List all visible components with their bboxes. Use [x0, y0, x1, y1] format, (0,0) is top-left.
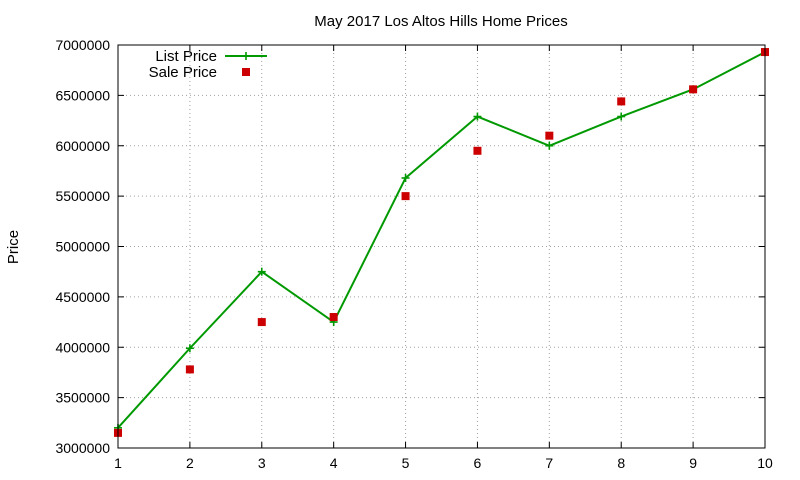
axis-ticks: 3000000 3500000 4000000 4500000 5000000 55000… — [55, 37, 773, 471]
list-price-point — [545, 141, 554, 150]
list-price-line — [117, 51, 766, 429]
legend-swatch-sale-price — [242, 68, 250, 76]
x-tick-label: 6 — [474, 455, 482, 471]
y-tick-label: 6500000 — [55, 87, 110, 103]
list-price-point — [617, 112, 626, 121]
y-tick-label: 3000000 — [55, 440, 110, 456]
sale-price-point — [401, 192, 410, 201]
x-tick-label: 5 — [402, 455, 410, 471]
list-price-point — [401, 173, 410, 182]
legend-label-list-price: List Price — [155, 48, 217, 65]
x-tick-label: 10 — [757, 455, 773, 471]
grid-lines — [118, 45, 765, 448]
x-tick-label: 4 — [330, 455, 338, 471]
y-tick-label: 5000000 — [55, 239, 110, 255]
sale-price-point — [473, 146, 482, 155]
list-price-point — [185, 344, 194, 353]
sale-price-point — [185, 365, 194, 374]
x-tick-label: 1 — [114, 455, 122, 471]
x-tick-label: 3 — [258, 455, 266, 471]
y-tick-label: 3500000 — [55, 390, 110, 406]
y-tick-label: 5500000 — [55, 188, 110, 204]
list-price-point — [473, 112, 482, 121]
plot-frame — [117, 44, 766, 449]
list-price-point — [257, 267, 266, 276]
plot-area — [114, 48, 769, 437]
y-tick-label: 6000000 — [55, 138, 110, 154]
sale-price-point — [617, 97, 626, 106]
y-tick-label: 4500000 — [55, 289, 110, 305]
x-tick-label: 7 — [545, 455, 553, 471]
y-axis-label: Price — [5, 230, 22, 264]
legend-label-sale-price: Sale Price — [149, 64, 217, 81]
y-tick-label: 4000000 — [55, 339, 110, 355]
sale-price-point — [257, 318, 266, 327]
x-tick-label: 2 — [186, 455, 194, 471]
y-tick-label: 7000000 — [55, 37, 110, 53]
x-tick-label: 8 — [617, 455, 625, 471]
x-tick-label: 9 — [689, 455, 697, 471]
sale-price-point — [545, 131, 554, 140]
sale-price-point — [329, 313, 338, 322]
sale-price-point — [689, 85, 698, 94]
chart-title: May 2017 Los Altos Hills Home Prices — [314, 13, 567, 30]
